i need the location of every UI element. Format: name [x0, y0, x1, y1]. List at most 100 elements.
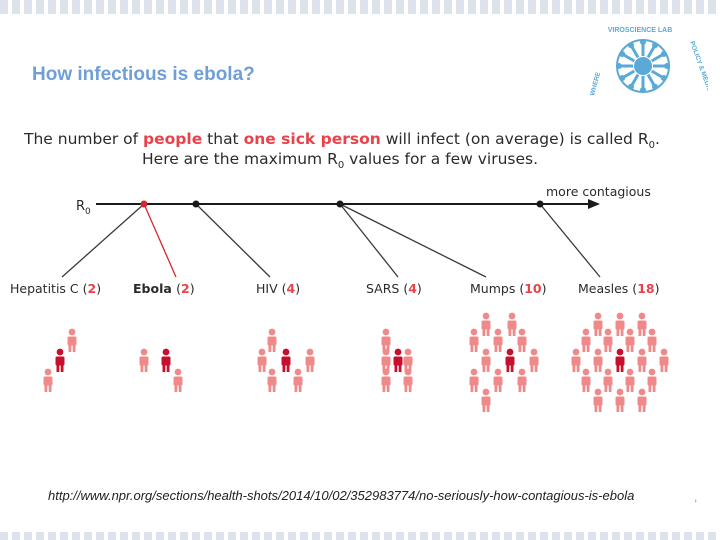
intro-line-1: The number of people that one sick perso… [24, 130, 660, 155]
virus-name: SARS [366, 281, 403, 296]
infected-person-icon [581, 368, 591, 392]
infected-person-icon [593, 348, 603, 372]
infected-person-icon [173, 368, 183, 392]
axis-dot [192, 200, 200, 208]
logo-spikes [616, 39, 670, 93]
axis-label: R0 [76, 199, 91, 217]
virus-name: Measles [578, 281, 632, 296]
infected-person-icon [381, 368, 391, 392]
infected-person-icon [381, 328, 391, 352]
infected-person-icon [43, 368, 53, 392]
logo-spike-tip [619, 75, 626, 81]
infected-person-icon [637, 388, 647, 412]
logo-spike-tip [628, 83, 634, 90]
r0-diagram: R0 more contagious Hepatitis C (2) Ebola … [10, 184, 669, 412]
paren: ) [417, 281, 422, 296]
infected-person-icon [67, 328, 77, 352]
source-link[interactable]: http://www.npr.org/sections/health-shots… [48, 488, 635, 503]
paren: ( [282, 281, 287, 296]
connector-lines [61, 203, 601, 278]
r0-subscript: 0 [337, 160, 345, 172]
virus-label: SARS (4) [366, 281, 422, 296]
virus-label: Ebola (2) [133, 281, 195, 296]
r0-value: 2 [88, 281, 97, 296]
paren: ) [655, 281, 660, 296]
infected-person-icon [403, 348, 413, 372]
connector-measles [539, 203, 601, 278]
sick-person-icon [505, 348, 515, 372]
infected-person-icon [403, 368, 413, 392]
intro-text-segment: that [202, 130, 244, 148]
r0-value: 4 [287, 281, 296, 296]
logo-left-text: WHERE [589, 71, 602, 97]
infected-person-icon [257, 348, 267, 372]
axis-arrowhead-icon [588, 199, 600, 209]
virus-name: Mumps [470, 281, 519, 296]
sick-person-icon [281, 348, 291, 372]
top-border [0, 0, 720, 14]
r0-value: 2 [181, 281, 190, 296]
infected-person-icon [481, 388, 491, 412]
infected-person-icon [469, 368, 479, 392]
axis-arrow-label: more contagious [546, 184, 651, 199]
intro-text-segment: Here are the maximum R [142, 150, 338, 168]
infected-person-icon [517, 368, 527, 392]
logo-spike-tip [664, 63, 670, 69]
virus-name: HIV [256, 281, 282, 296]
infected-person-icon [381, 348, 391, 372]
infected-person-icon [603, 328, 613, 352]
infected-person-icon [305, 348, 315, 372]
logo-spike-tip [652, 42, 658, 49]
infected-person-icon [659, 348, 669, 372]
axis-dots [140, 200, 544, 208]
paren: ) [542, 281, 547, 296]
infected-person-icon [593, 388, 603, 412]
paren: ( [632, 281, 637, 296]
intro-text-segment: The number of [24, 130, 144, 148]
r0-value: 4 [408, 281, 417, 296]
logo-spike-tip [640, 87, 646, 93]
infected-person-icon [267, 368, 277, 392]
r0-value: 10 [524, 281, 542, 296]
intro-text-segment: . [654, 130, 660, 148]
highlight-people: people [143, 130, 203, 148]
connector-sars [339, 203, 399, 278]
infected-person-icon [637, 312, 647, 336]
virus-label: Hepatitis C (2) [10, 281, 101, 296]
infected-person-icon [517, 328, 527, 352]
slide-title: How infectious is ebola? [32, 64, 255, 85]
virus-name: Ebola [133, 281, 176, 296]
infected-person-icon [493, 368, 503, 392]
virus-label: HIV (4) [256, 281, 300, 296]
paren: ) [96, 281, 101, 296]
sick-person-icon [161, 348, 171, 372]
r0-value: 18 [637, 281, 654, 296]
logo-spike-tip [660, 51, 667, 57]
infected-person-icon [581, 328, 591, 352]
infected-person-icon [267, 328, 277, 352]
logo-spike-tip [652, 83, 658, 90]
logo-side-text: POLICY & MEDICINE [688, 40, 708, 103]
intro-line-2: Here are the maximum R0 values for a few… [142, 150, 538, 175]
infected-person-icon [571, 348, 581, 372]
infected-person-icon [139, 348, 149, 372]
paren: ( [83, 281, 88, 296]
axis-dot [140, 200, 148, 208]
highlight-sick-person: one sick person [243, 130, 381, 148]
connector-mumps [339, 203, 487, 278]
connector-ebola [143, 203, 177, 278]
logo-spike-tip [628, 42, 634, 49]
virus-label: Measles (18) [578, 281, 659, 296]
paren: ( [403, 281, 408, 296]
axis-dot [336, 200, 344, 208]
infected-person-icon [647, 368, 657, 392]
logo-spike-tip [616, 63, 622, 69]
virus-name: Hepatitis C [10, 281, 83, 296]
paren: ) [295, 281, 300, 296]
virus-label: Mumps (10) [470, 281, 547, 296]
logo-spike-tip [660, 75, 667, 81]
bottom-border [0, 532, 720, 540]
logo-spike-tip [640, 39, 646, 45]
paren: ( [176, 281, 181, 296]
axis-dot [536, 200, 544, 208]
